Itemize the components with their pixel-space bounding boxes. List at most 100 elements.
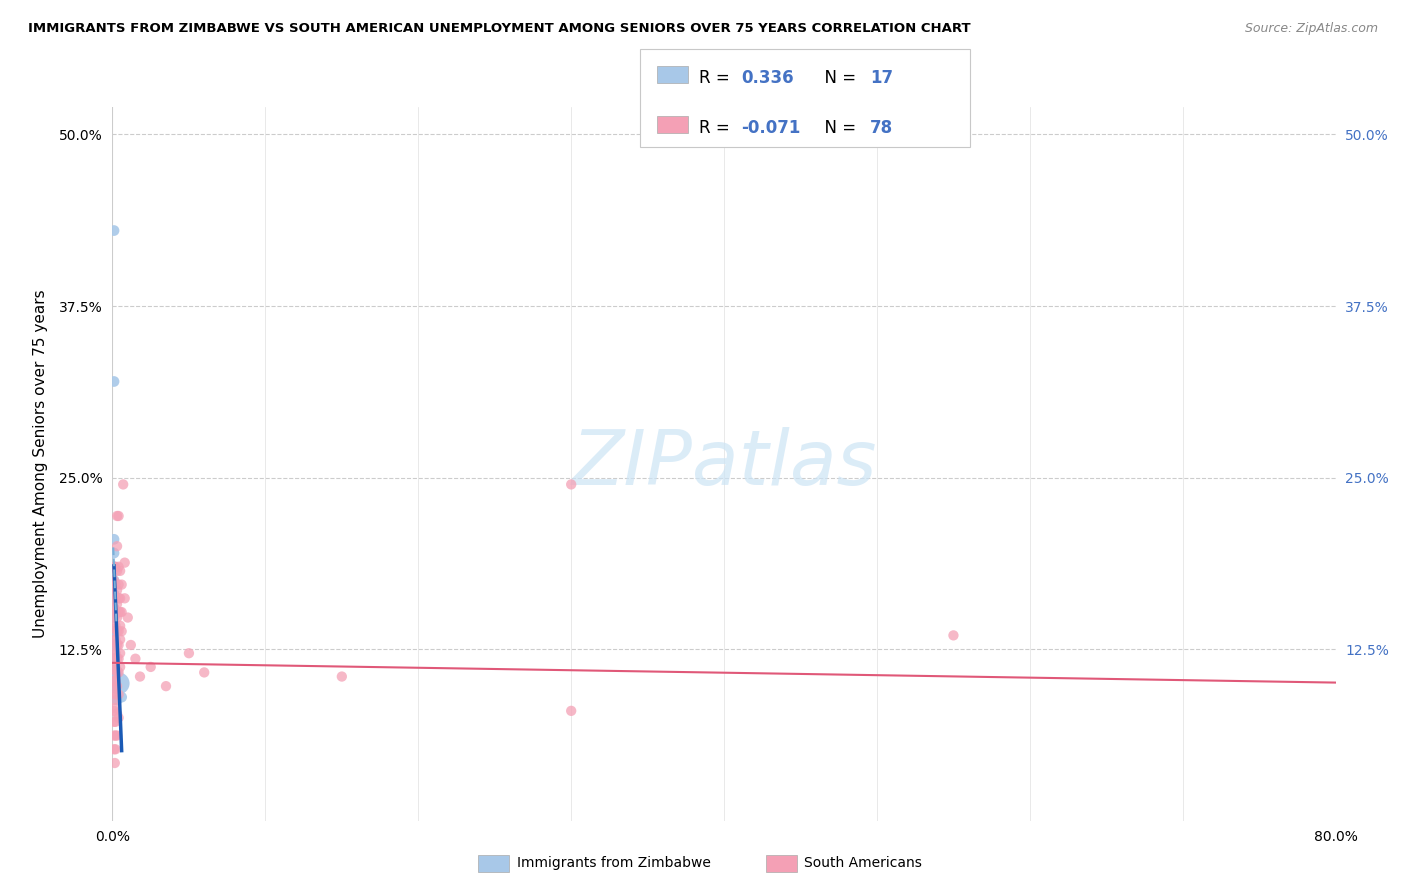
- Point: [117, 610, 139, 624]
- Point: [107, 651, 129, 665]
- Point: [103, 642, 125, 657]
- Text: ZIPatlas: ZIPatlas: [571, 427, 877, 500]
- Point: [103, 683, 125, 698]
- Point: [104, 714, 127, 729]
- Point: [104, 605, 127, 619]
- Point: [114, 556, 136, 570]
- Point: [103, 375, 125, 389]
- Point: [103, 632, 125, 647]
- Point: [107, 591, 129, 606]
- Point: [107, 711, 129, 725]
- Point: [103, 587, 125, 601]
- Point: [105, 564, 128, 578]
- Point: [120, 638, 142, 652]
- Text: N =: N =: [814, 69, 862, 87]
- Point: [107, 577, 129, 591]
- Point: [108, 632, 131, 647]
- Point: [104, 559, 127, 574]
- Point: [105, 583, 128, 598]
- Point: [104, 756, 127, 770]
- Point: [124, 651, 146, 665]
- Point: [103, 533, 125, 547]
- Point: [103, 601, 125, 615]
- Point: [104, 701, 127, 715]
- Point: [107, 676, 129, 690]
- Point: [105, 508, 128, 523]
- Point: [107, 665, 129, 680]
- Text: 0.336: 0.336: [741, 69, 793, 87]
- Point: [103, 704, 125, 718]
- Point: [108, 619, 131, 633]
- Point: [103, 651, 125, 665]
- Point: [104, 577, 127, 591]
- Point: [942, 628, 965, 642]
- Point: [107, 559, 129, 574]
- Point: [103, 663, 125, 677]
- Point: [105, 693, 128, 707]
- Point: [103, 673, 125, 688]
- Point: [107, 624, 129, 639]
- Point: [560, 704, 582, 718]
- Point: [103, 714, 125, 729]
- Point: [103, 223, 125, 237]
- Point: [104, 679, 127, 693]
- Point: [103, 622, 125, 636]
- Point: [104, 665, 127, 680]
- Point: [103, 587, 125, 601]
- Point: [103, 693, 125, 707]
- Point: [105, 539, 128, 553]
- Point: [108, 591, 131, 606]
- Point: [104, 619, 127, 633]
- Text: R =: R =: [699, 119, 735, 136]
- Point: [103, 610, 125, 624]
- Point: [330, 669, 353, 683]
- Y-axis label: Unemployment Among Seniors over 75 years: Unemployment Among Seniors over 75 years: [32, 290, 48, 638]
- Point: [105, 706, 128, 721]
- Point: [103, 601, 125, 615]
- Point: [103, 651, 125, 665]
- Point: [193, 665, 215, 680]
- Point: [104, 632, 127, 647]
- Point: [104, 646, 127, 660]
- Point: [112, 477, 135, 491]
- Text: Source: ZipAtlas.com: Source: ZipAtlas.com: [1244, 22, 1378, 36]
- Point: [177, 646, 200, 660]
- Point: [104, 687, 127, 701]
- Text: R =: R =: [699, 69, 735, 87]
- Point: [103, 559, 125, 574]
- Point: [129, 669, 152, 683]
- Text: 78: 78: [870, 119, 893, 136]
- Point: [111, 577, 134, 591]
- Point: [105, 665, 128, 680]
- Text: N =: N =: [814, 119, 862, 136]
- Point: [155, 679, 177, 693]
- Point: [103, 546, 125, 560]
- Point: [105, 651, 128, 665]
- Point: [114, 591, 136, 606]
- Point: [105, 638, 128, 652]
- Point: [108, 646, 131, 660]
- Point: [103, 638, 125, 652]
- Point: [104, 591, 127, 606]
- Point: [103, 610, 125, 624]
- Point: [103, 729, 125, 743]
- Point: [103, 574, 125, 588]
- Point: [104, 673, 127, 688]
- Point: [107, 508, 129, 523]
- Point: [105, 729, 128, 743]
- Point: [111, 624, 134, 639]
- Point: [103, 574, 125, 588]
- Point: [108, 660, 131, 674]
- Point: [560, 477, 582, 491]
- Point: [105, 679, 128, 693]
- Point: [104, 660, 127, 674]
- Point: [104, 742, 127, 756]
- Point: [108, 605, 131, 619]
- Text: -0.071: -0.071: [741, 119, 800, 136]
- Point: [103, 624, 125, 639]
- Point: [105, 624, 128, 639]
- Point: [105, 610, 128, 624]
- Point: [105, 597, 128, 611]
- Point: [107, 687, 129, 701]
- Point: [111, 690, 134, 705]
